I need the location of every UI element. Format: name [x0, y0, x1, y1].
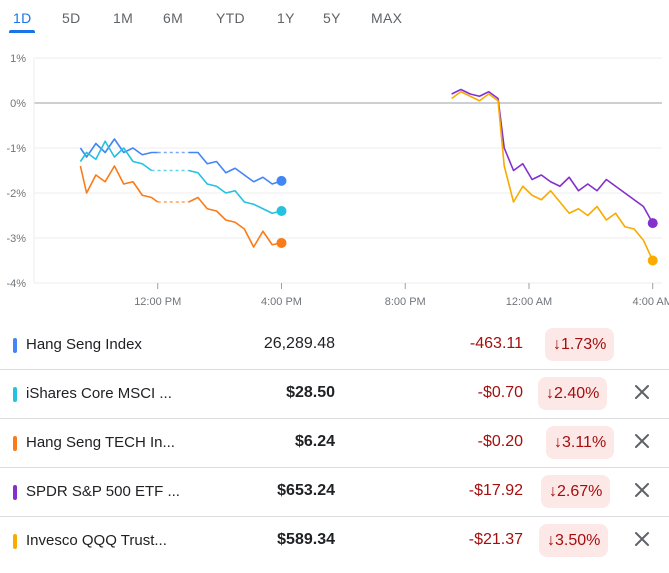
x-tick-label: 12:00 PM — [134, 296, 181, 308]
series-1-line — [188, 169, 282, 215]
percent-change-badge: ↓1.73% — [545, 328, 615, 361]
series-3-line — [451, 88, 654, 224]
percent-change-badge: ↓3.11% — [546, 426, 615, 459]
tab-ytd[interactable]: YTD — [216, 10, 245, 26]
series-color-swatch — [13, 436, 17, 451]
row-name: iShares Core MSCI ... — [26, 385, 172, 402]
series-4-end-point — [647, 255, 658, 266]
x-tick-label: 4:00 AM — [633, 296, 669, 308]
y-tick-label: 1% — [10, 53, 26, 65]
row-name: SPDR S&P 500 ETF ... — [26, 483, 180, 500]
y-tick-label: -2% — [6, 188, 26, 200]
x-tick-label: 12:00 AM — [506, 296, 552, 308]
percent-change-badge: ↓2.67% — [541, 475, 611, 508]
row-change: -$17.92 — [468, 482, 523, 499]
tab-1y[interactable]: 1Y — [277, 10, 295, 26]
x-tick-label: 8:00 PM — [385, 296, 426, 308]
tab-6m[interactable]: 6M — [163, 10, 184, 26]
row-price: $653.24 — [277, 482, 335, 499]
remove-comparison-button[interactable] — [630, 380, 654, 404]
time-range-tabs: 1D 5D 1M 6M YTD 1Y 5Y MAX — [0, 0, 669, 34]
series-3-end-point — [647, 218, 658, 229]
table-row[interactable]: SPDR S&P 500 ETF ... $653.24 -$17.92 ↓2.67% — [0, 467, 669, 516]
row-name: Invesco QQQ Trust... — [26, 532, 167, 549]
table-row[interactable]: iShares Core MSCI ... $28.50 -$0.70 ↓2.40% — [0, 369, 669, 418]
remove-comparison-button[interactable] — [630, 527, 654, 551]
active-tab-indicator — [9, 30, 35, 33]
x-tick-label: 4:00 PM — [261, 296, 302, 308]
row-divider — [0, 467, 669, 468]
series-4-line — [451, 90, 654, 261]
y-tick-label: -1% — [6, 143, 26, 155]
row-price: $28.50 — [286, 384, 335, 401]
tab-max[interactable]: MAX — [371, 10, 403, 26]
row-change: -$21.37 — [468, 531, 523, 548]
tab-1d[interactable]: 1D — [13, 10, 32, 26]
row-price: $589.34 — [277, 531, 335, 548]
series-2-line — [79, 165, 159, 203]
series-2-end-point — [276, 237, 287, 248]
series-0-end-point — [276, 175, 287, 186]
remove-comparison-button[interactable] — [630, 429, 654, 453]
row-change: -$0.70 — [477, 384, 523, 401]
remove-comparison-button[interactable] — [630, 478, 654, 502]
tab-5y[interactable]: 5Y — [323, 10, 341, 26]
series-color-swatch — [13, 485, 17, 500]
table-row[interactable]: Invesco QQQ Trust... $589.34 -$21.37 ↓3.50% — [0, 516, 669, 565]
y-tick-label: -4% — [6, 278, 26, 290]
series-2-line — [188, 196, 282, 248]
close-icon — [635, 483, 649, 497]
series-color-swatch — [13, 534, 17, 549]
close-icon — [635, 532, 649, 546]
series-0-line — [79, 138, 158, 158]
row-price: $6.24 — [294, 433, 335, 450]
close-icon — [635, 385, 649, 399]
series-1-end-point — [276, 206, 287, 216]
series-color-swatch — [13, 338, 17, 353]
y-tick-label: -3% — [6, 233, 26, 245]
percent-change-badge: ↓2.40% — [538, 377, 608, 410]
row-divider — [0, 418, 669, 419]
tab-1m[interactable]: 1M — [113, 10, 134, 26]
row-name: Hang Seng TECH In... — [26, 434, 175, 451]
series-1-line — [79, 140, 153, 172]
series-color-swatch — [13, 387, 17, 402]
close-icon — [635, 434, 649, 448]
row-change: -463.11 — [469, 335, 523, 352]
table-row[interactable]: Hang Seng TECH In... $6.24 -$0.20 ↓3.11% — [0, 418, 669, 467]
table-row[interactable]: Hang Seng Index 26,289.48 -463.11 ↓1.73% — [0, 320, 669, 369]
row-price: 26,289.48 — [263, 335, 335, 352]
tab-5d[interactable]: 5D — [62, 10, 81, 26]
comparison-line-chart: 1% 0% -1% -2% -3% -4% 12:00 PM 4:00 PM 8:00 PM 12… — [6, 53, 669, 308]
row-name: Hang Seng Index — [26, 336, 142, 353]
row-divider — [0, 516, 669, 517]
series-0-line — [188, 151, 282, 185]
row-divider — [0, 369, 669, 370]
row-change: -$0.20 — [477, 433, 523, 450]
y-tick-label: 0% — [10, 98, 26, 110]
percent-change-badge: ↓3.50% — [539, 524, 609, 557]
